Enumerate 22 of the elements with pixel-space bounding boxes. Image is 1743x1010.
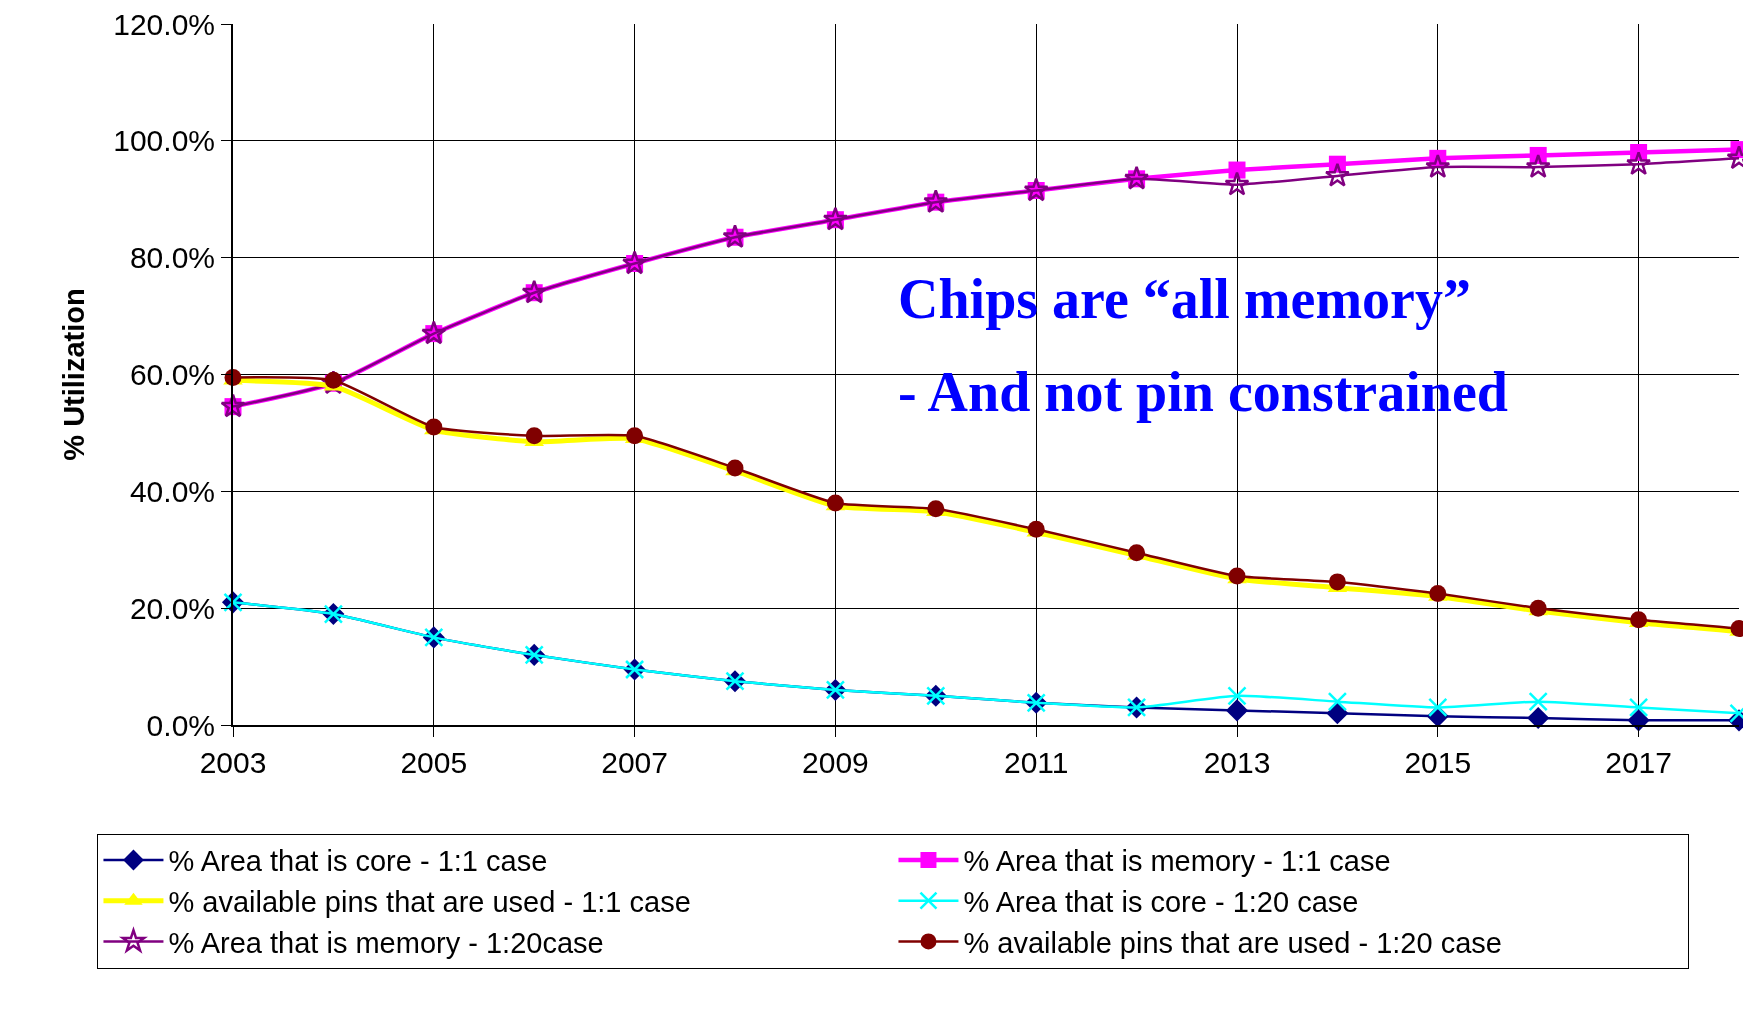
x-tick-label: 2017 [1605,746,1672,779]
legend-label: % available pins that are used - 1:20 case [963,926,1502,959]
legend-label: % Area that is core - 1:1 case [168,845,548,878]
y-tick-label: 120.0% [113,7,215,41]
y-axis-title: % Utilization [58,288,91,461]
legend-label: % available pins that are used - 1:1 case [168,886,691,919]
y-tick-label: 40.0% [129,474,215,508]
x-tick-label: 2011 [1003,746,1069,779]
x-tick-label: 2005 [400,746,468,779]
x-tick-label: 2015 [1404,746,1472,779]
y-tick-label: 0.0% [146,708,215,742]
y-tick-label: 60.0% [129,358,215,391]
y-tick-label: 100.0% [113,124,215,158]
x-tick-label: 2007 [601,746,668,779]
legend-label: % Area that is memory - 1:1 case [963,845,1391,878]
y-tick-label: 80.0% [129,241,215,275]
x-tick-label: 2003 [199,746,267,779]
legend-label: % Area that is core - 1:20 case [963,886,1359,919]
x-tick-label: 2013 [1203,746,1271,779]
y-tick-label: 20.0% [129,591,215,625]
x-tick-label: 2009 [802,746,869,779]
legend-label: % Area that is memory - 1:20case [168,926,604,959]
